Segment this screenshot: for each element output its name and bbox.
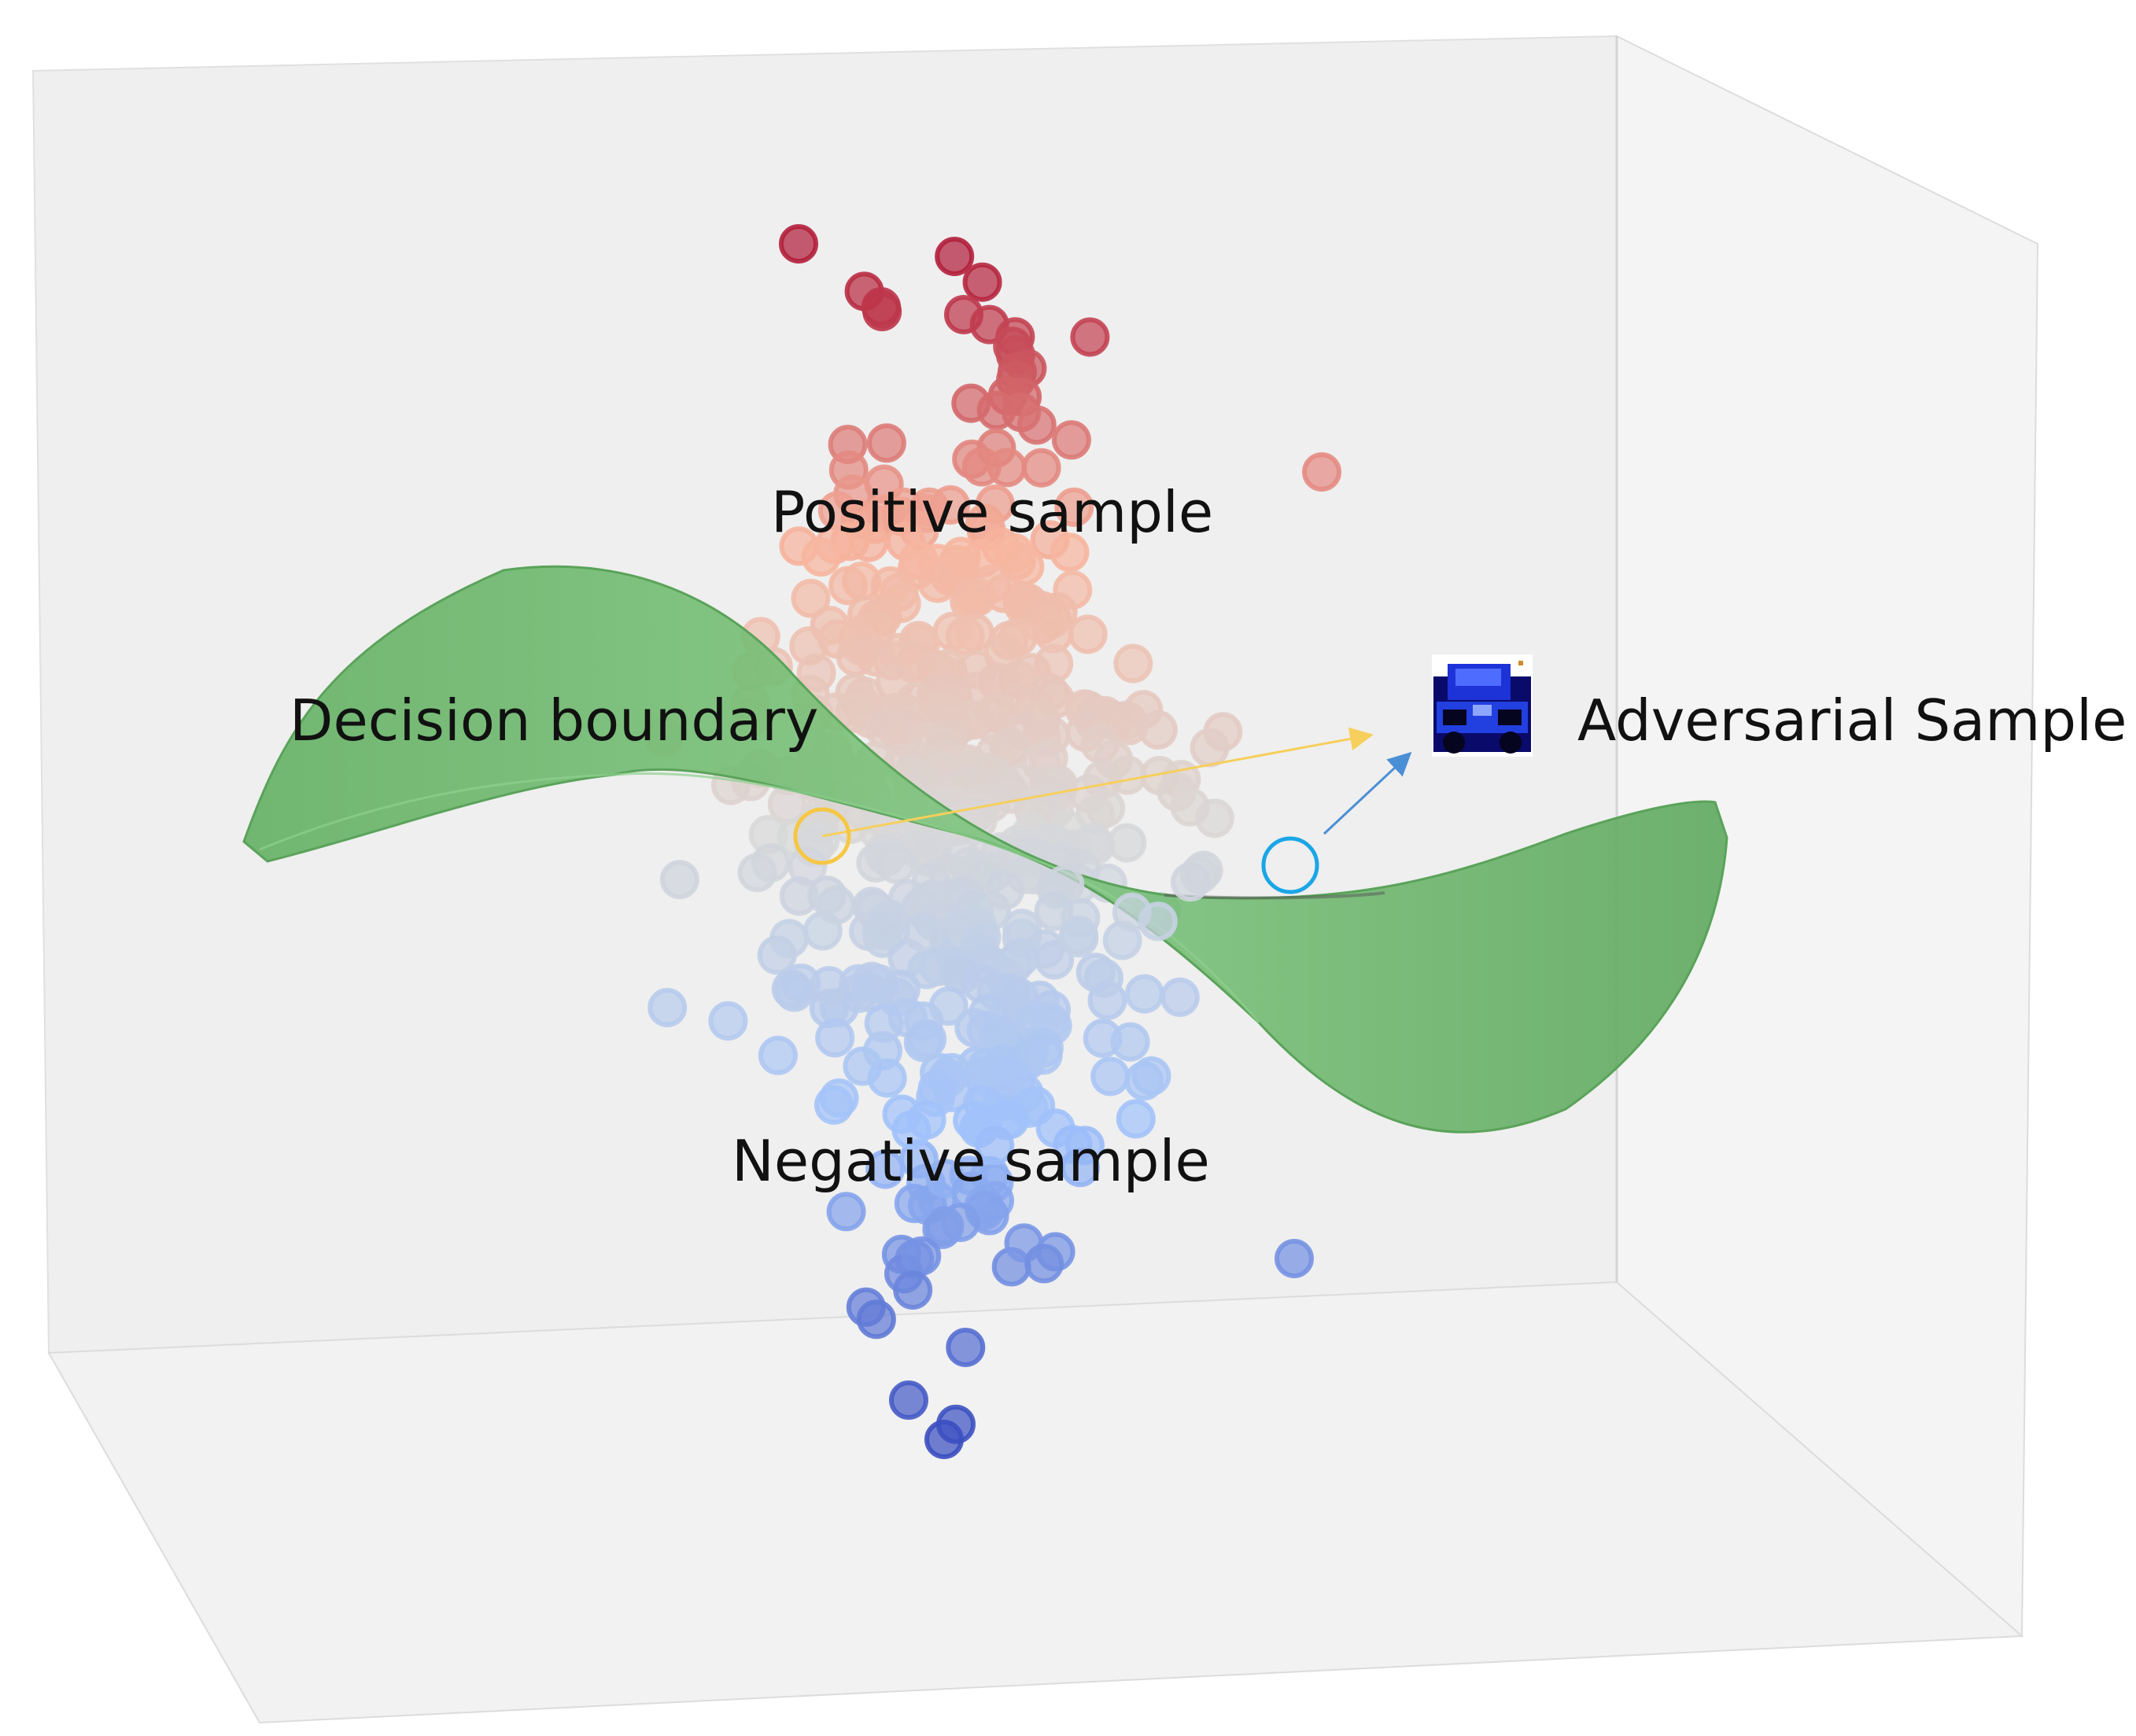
sample-point — [985, 870, 1025, 910]
sample-point — [1124, 974, 1164, 1014]
sample-point — [917, 563, 957, 603]
sample-point — [962, 262, 1002, 302]
sample-point — [1016, 405, 1057, 445]
sample-point — [1034, 891, 1074, 931]
sample-point — [758, 1035, 798, 1075]
sample-point — [867, 1058, 907, 1098]
sample-point — [659, 860, 699, 900]
sample-point — [1090, 1056, 1131, 1097]
sample-point — [1059, 918, 1099, 958]
sample-point — [816, 885, 856, 925]
sample-point — [1021, 448, 1061, 488]
sample-point — [924, 1420, 964, 1459]
sample-point — [894, 1183, 934, 1223]
sample-point — [828, 566, 868, 606]
sample-point — [1171, 862, 1210, 902]
sample-point — [891, 1110, 932, 1150]
sample-point — [864, 1003, 904, 1043]
sample-point — [1000, 938, 1040, 978]
positive-sample-label: Positive sample — [771, 479, 1214, 545]
box-floor — [47, 1281, 2024, 1724]
sample-point — [1023, 1035, 1063, 1075]
sample-point — [989, 1056, 1029, 1097]
sample-point — [769, 919, 810, 959]
sample-point — [928, 986, 968, 1026]
sample-point — [1113, 643, 1153, 684]
sample-point — [1084, 958, 1123, 998]
sample-point — [791, 578, 831, 618]
sample-point — [876, 844, 917, 884]
sample-point — [902, 1236, 942, 1276]
sample-point — [893, 1270, 933, 1310]
sample-point — [815, 1018, 855, 1058]
sample-point — [1051, 420, 1091, 460]
sample-point — [866, 423, 906, 463]
decision-boundary-label: Decision boundary — [290, 687, 819, 754]
original-sample-marker-blue — [1261, 836, 1319, 894]
sample-point — [1050, 533, 1090, 573]
sample-point — [1131, 1056, 1171, 1096]
adversarial-sample-label: Adversarial Sample — [1577, 687, 2127, 754]
sample-point — [708, 1001, 748, 1041]
sample-point — [1054, 487, 1094, 527]
sample-point — [1138, 901, 1178, 942]
sample-point — [801, 537, 841, 577]
sample-point — [862, 292, 902, 332]
sample-point — [946, 1328, 986, 1367]
scatter-points-front — [769, 862, 1210, 1459]
sample-point — [1070, 317, 1110, 357]
adversarial-perturbation — [793, 727, 1412, 894]
sample-point — [814, 1085, 854, 1125]
sample-point — [1138, 710, 1178, 750]
sample-point — [1068, 614, 1108, 654]
sample-point — [1275, 1239, 1314, 1278]
perturbation-arrow-yellow — [821, 727, 1374, 838]
sample-point — [1190, 728, 1230, 768]
sample-point — [935, 237, 975, 276]
sample-point — [1110, 1022, 1150, 1062]
sample-point — [836, 637, 876, 677]
sample-point — [647, 988, 688, 1027]
sample-point — [1107, 823, 1147, 863]
original-sample-marker-yellow — [793, 807, 851, 865]
vehicle-image-icon — [1432, 654, 1533, 757]
sample-point — [903, 1023, 943, 1063]
sample-point — [941, 1203, 980, 1242]
sample-point — [945, 616, 985, 656]
sample-point — [1061, 1148, 1100, 1188]
sample-point — [737, 853, 777, 893]
sample-point — [809, 966, 849, 1006]
sample-point — [856, 1299, 896, 1340]
sample-point — [779, 876, 819, 916]
sample-point — [774, 972, 814, 1012]
sample-point — [903, 912, 943, 953]
sample-point — [1024, 1244, 1064, 1284]
sample-point — [779, 224, 818, 264]
sample-point — [889, 1380, 928, 1420]
sample-point — [865, 1149, 906, 1189]
sample-point — [975, 1126, 1015, 1166]
sample-point — [1116, 1099, 1156, 1139]
sample-point — [913, 879, 953, 920]
negative-sample-label: Negative sample — [732, 1128, 1210, 1194]
sample-point — [826, 1192, 866, 1232]
sample-point — [1160, 977, 1200, 1017]
perturbation-arrow-blue — [1323, 751, 1412, 835]
sample-point — [862, 911, 902, 951]
sample-point — [1194, 798, 1234, 839]
sample-point — [1302, 452, 1341, 492]
